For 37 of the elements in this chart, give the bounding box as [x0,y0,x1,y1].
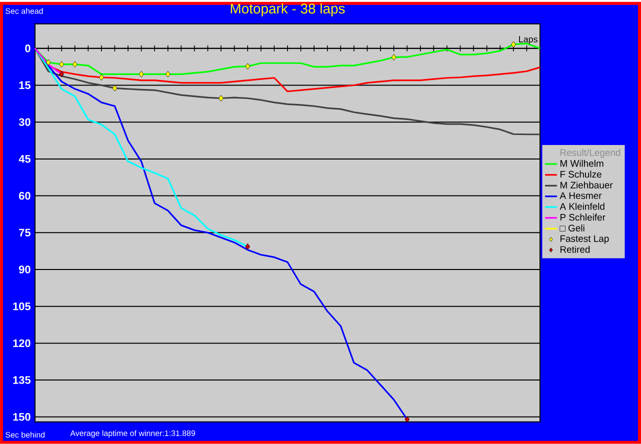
legend-label: Fastest Lap [560,235,609,244]
point [59,61,64,68]
point [59,71,64,78]
x-axis-title: Laps [519,36,538,44]
y-tick-label: 60 [19,192,30,200]
y-tick-label: 0 [25,44,30,52]
legend-label: A Hesmer [560,192,602,200]
y-tick-label: 75 [19,228,30,237]
legend-label: □ Geli [560,224,584,232]
point [165,71,170,78]
point [218,95,224,102]
point [245,63,250,70]
legend-label: M Ziehbauer [560,182,613,189]
legend-label: P Schleifer [560,214,606,221]
point [72,61,78,68]
y-tick-label: 15 [19,82,30,90]
y-tick-label: 90 [18,266,30,274]
chart-title: Motopark - 38 laps [230,3,345,16]
legend-label: F Schulze [560,170,602,178]
point [112,85,118,92]
y-tick-label: 135 [13,376,30,384]
point [138,71,144,78]
point [391,54,396,61]
point [99,74,104,81]
legend-title: Result/Legend [560,149,620,158]
point [404,416,410,423]
point [245,244,250,250]
y-tick-label: 30 [18,118,30,126]
y-tick-label: 45 [18,155,30,163]
legend-label: M Wilhelm [560,160,604,167]
y-tick-label: 150 [13,413,30,421]
y-tick-label: 120 [13,339,30,348]
y-tick-label: 105 [13,302,30,310]
legend-label: Retired [560,246,590,253]
point [510,41,516,48]
legend-label: A Kleinfeld [560,202,604,210]
point [46,59,51,66]
